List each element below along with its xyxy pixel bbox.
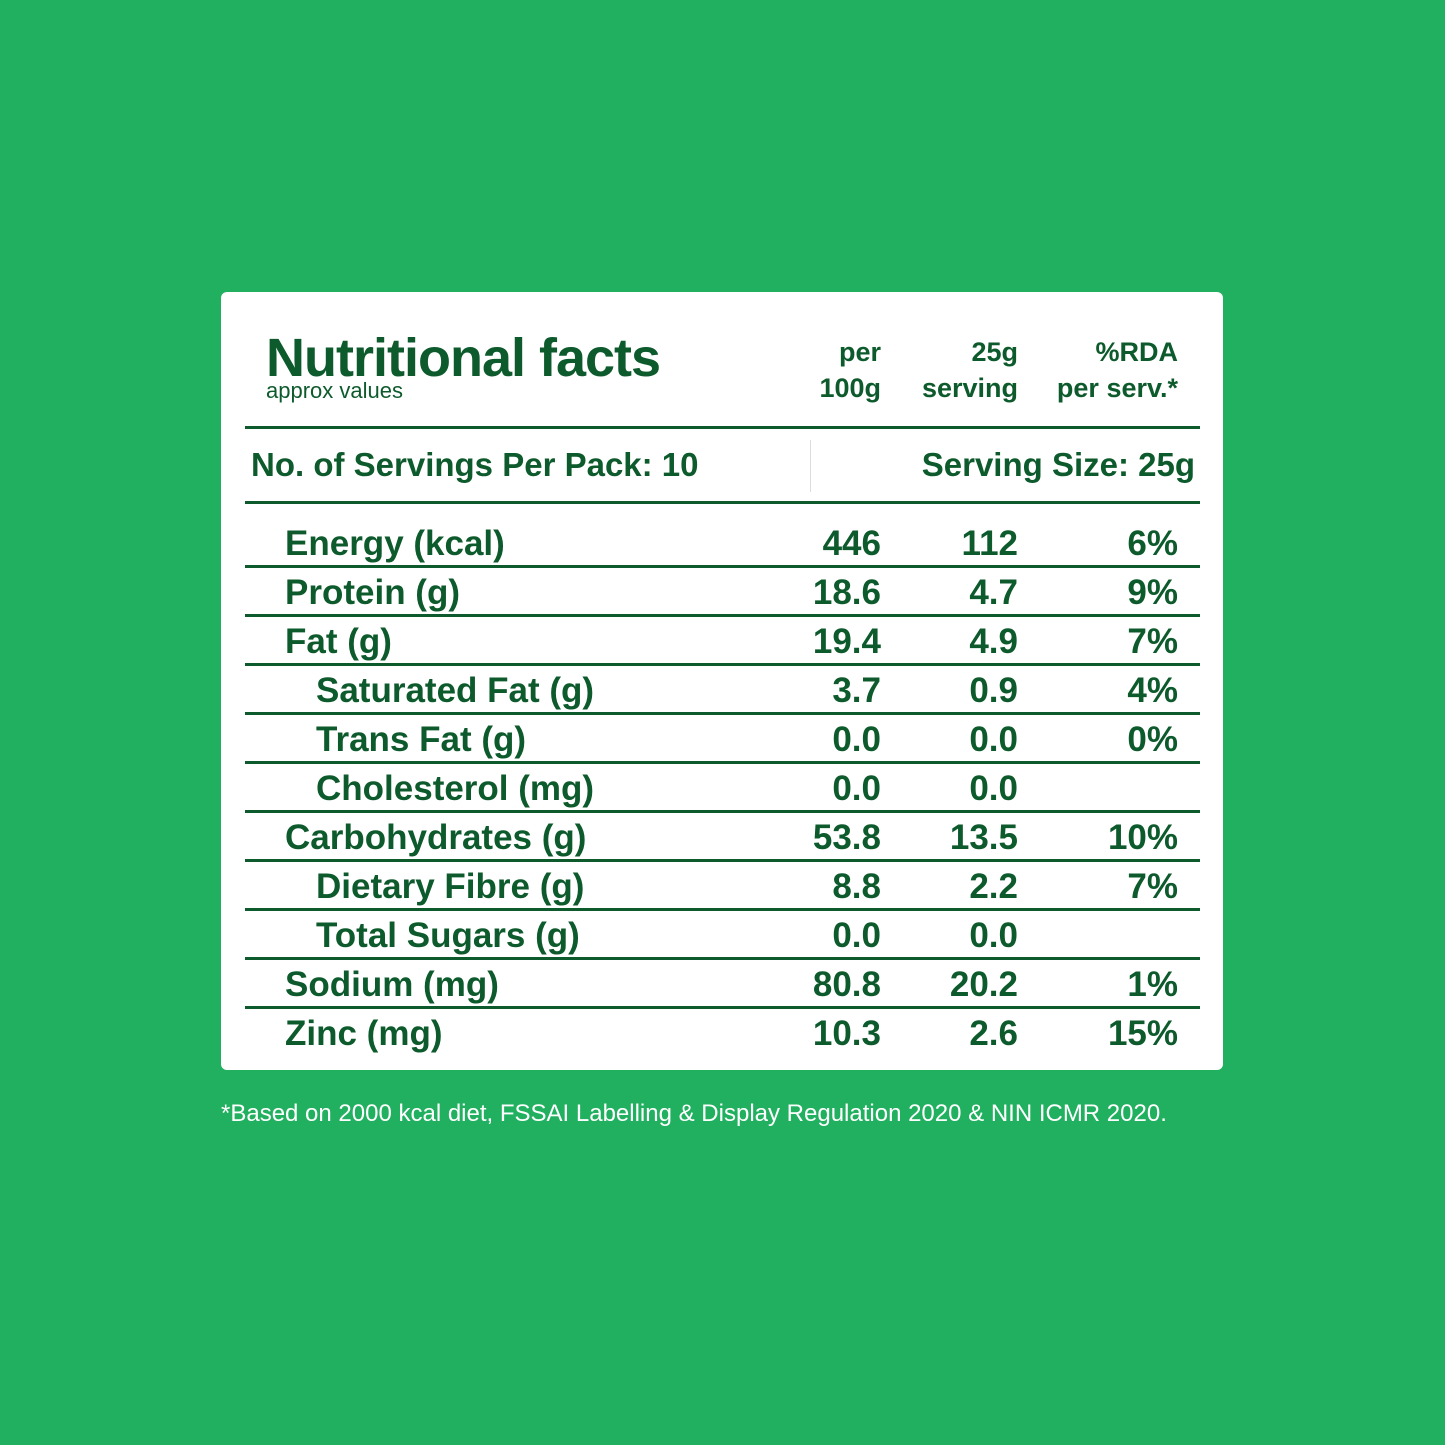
nutrient-name: Total Sugars (g) (316, 916, 580, 955)
nutrient-value: 0.0 (832, 769, 881, 808)
nutrient-value: 4.7 (969, 573, 1018, 612)
nutrient-value: 80.8 (812, 965, 881, 1004)
nutrient-row: Trans Fat (g) 0.0 0.0 0% (245, 715, 1200, 764)
nutrient-name: Trans Fat (g) (316, 720, 527, 759)
card (221, 292, 1223, 1070)
servings-per-pack: No. of Servings Per Pack: 10 (251, 446, 699, 483)
nutrient-name: Energy (kcal) (285, 524, 505, 563)
nutrient-value: 13.5 (949, 818, 1018, 857)
column-header: 25g (971, 337, 1018, 367)
nutrient-row: Energy (kcal) 446 112 6% (245, 519, 1200, 568)
column-header: %RDA (1095, 337, 1178, 367)
nutrient-row: Protein (g) 18.6 4.7 9% (245, 568, 1200, 617)
nutrient-value: 2.2 (969, 867, 1018, 906)
nutrient-value: 6% (1127, 524, 1178, 563)
nutrient-value: 0.0 (832, 720, 881, 759)
subtitle: approx values (266, 378, 403, 403)
rule (245, 501, 1200, 504)
serving-size: Serving Size: 25g (921, 446, 1195, 483)
nutrient-value: 0% (1127, 720, 1178, 759)
nutrient-value: 4% (1127, 671, 1178, 710)
nutrient-value: 1% (1127, 965, 1178, 1004)
nutrient-value: 10% (1107, 818, 1178, 857)
footnote: *Based on 2000 kcal diet, FSSAI Labellin… (221, 1100, 1167, 1127)
nutrient-value: 15% (1107, 1014, 1178, 1053)
nutrient-value: 4.9 (969, 622, 1018, 661)
nutrient-row: Cholesterol (mg) 0.0 0.0 (245, 764, 1200, 813)
nutrient-value: 18.6 (812, 573, 881, 612)
nutrient-value: 112 (961, 524, 1018, 563)
nutrient-value: 0.0 (969, 916, 1018, 955)
nutrient-name: Fat (g) (285, 622, 392, 661)
nutrient-row: Saturated Fat (g) 3.7 0.9 4% (245, 666, 1200, 715)
nutrient-row: Zinc (mg) 10.3 2.6 15% (245, 1009, 1200, 1055)
nutrient-value: 10.3 (812, 1014, 881, 1053)
nutrient-row: Dietary Fibre (g) 8.8 2.2 7% (245, 862, 1200, 911)
nutrient-value: 9% (1127, 573, 1178, 612)
column-header: per serv.* (1056, 373, 1178, 403)
nutrient-row: Total Sugars (g) 0.0 0.0 (245, 911, 1200, 960)
column-header: per (838, 337, 881, 367)
nutrient-value: 19.4 (812, 622, 881, 661)
nutrient-name: Dietary Fibre (g) (316, 867, 585, 906)
nutrient-value: 8.8 (832, 867, 881, 906)
nutrient-name: Saturated Fat (g) (316, 671, 595, 710)
nutrient-name: Zinc (mg) (285, 1014, 443, 1053)
nutrient-value: 20.2 (949, 965, 1018, 1004)
rule (245, 426, 1200, 429)
divider (810, 440, 811, 492)
nutrient-value: 7% (1127, 867, 1178, 906)
nutrient-value: 446 (822, 524, 881, 563)
nutrient-value: 7% (1127, 622, 1178, 661)
nutrient-row: Sodium (mg) 80.8 20.2 1% (245, 960, 1200, 1009)
nutrient-name: Protein (g) (285, 573, 460, 612)
nutrient-name: Sodium (mg) (285, 965, 499, 1004)
nutrient-row: Fat (g) 19.4 4.9 7% (245, 617, 1200, 666)
nutrient-value: 0.0 (969, 720, 1018, 759)
title: Nutritional facts (266, 328, 661, 388)
nutrient-row: Carbohydrates (g) 53.8 13.5 10% (245, 813, 1200, 862)
nutrient-value: 3.7 (832, 671, 881, 710)
column-header: serving (921, 373, 1018, 403)
nutrient-value: 53.8 (812, 818, 881, 857)
nutrient-name: Cholesterol (mg) (316, 769, 595, 808)
nutrient-name: Carbohydrates (g) (285, 818, 587, 857)
nutrient-value: 0.9 (969, 671, 1018, 710)
column-header: 100g (819, 373, 881, 403)
nutrient-value: 0.0 (832, 916, 881, 955)
nutrient-value: 2.6 (969, 1014, 1018, 1053)
nutrient-value: 0.0 (969, 769, 1018, 808)
